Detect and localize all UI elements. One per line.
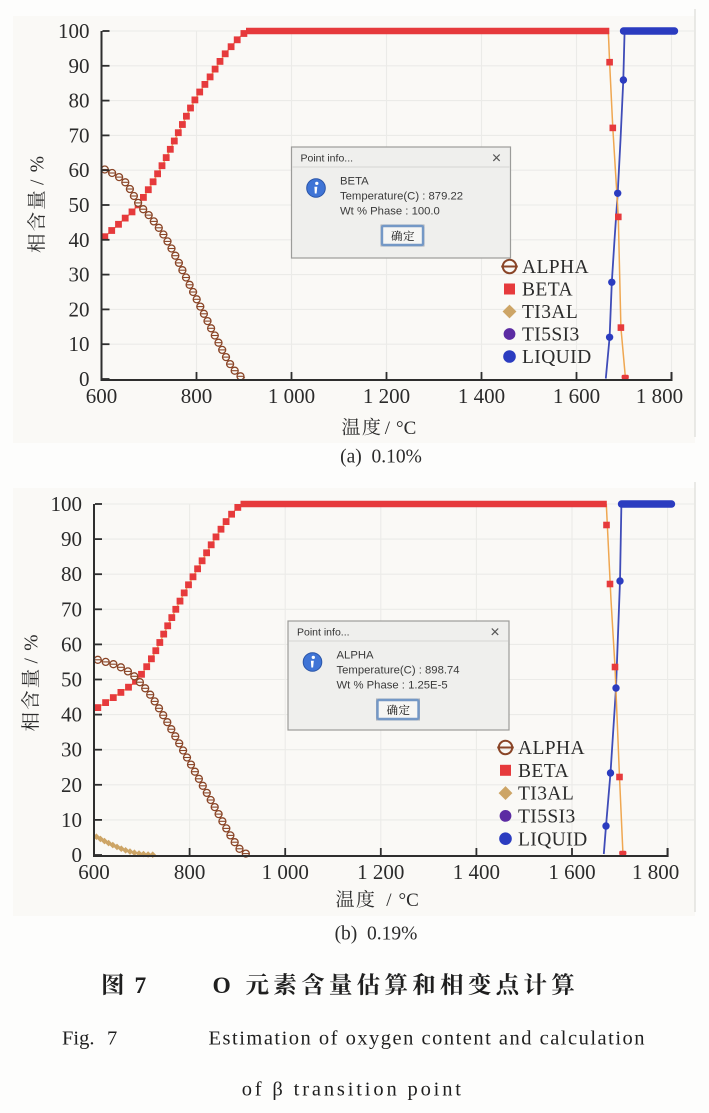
svg-text:60: 60 <box>69 158 90 182</box>
svg-text:BETA: BETA <box>340 176 369 188</box>
svg-text:TI5SI3: TI5SI3 <box>518 807 576 828</box>
svg-text:100: 100 <box>58 19 90 43</box>
svg-text:TI3AL: TI3AL <box>522 302 578 323</box>
svg-text:0: 0 <box>79 367 90 391</box>
svg-text:30: 30 <box>61 738 82 762</box>
svg-text:40: 40 <box>61 703 82 727</box>
svg-text:Estimation of oxygen content a: Estimation of oxygen content and calcula… <box>209 1027 645 1049</box>
svg-text:10: 10 <box>69 332 90 356</box>
svg-text:°C: °C <box>396 418 416 439</box>
svg-text:Wt % Phase : 1.25E-5: Wt % Phase : 1.25E-5 <box>337 680 448 692</box>
svg-text:LIQUID: LIQUID <box>518 829 588 850</box>
svg-text:LIQUID: LIQUID <box>522 347 592 368</box>
svg-text:Wt % Phase : 100.0: Wt % Phase : 100.0 <box>340 206 440 218</box>
svg-text:of β transition point: of β transition point <box>242 1079 462 1101</box>
svg-text:1 000: 1 000 <box>262 860 309 884</box>
svg-text:1 800: 1 800 <box>632 860 679 884</box>
svg-text:100: 100 <box>51 492 83 516</box>
svg-text:(a) 0.10%: (a) 0.10% <box>340 447 422 468</box>
svg-text:1 000: 1 000 <box>268 384 315 408</box>
svg-text:°C: °C <box>399 890 419 911</box>
svg-text:7: 7 <box>107 1027 117 1049</box>
svg-text:1 200: 1 200 <box>363 384 410 408</box>
svg-text:BETA: BETA <box>518 761 569 782</box>
svg-text:O: O <box>213 973 231 999</box>
svg-text:0: 0 <box>72 843 83 867</box>
svg-text:Fig.: Fig. <box>62 1027 94 1049</box>
svg-text:1 800: 1 800 <box>636 384 683 408</box>
svg-text:70: 70 <box>61 597 82 621</box>
svg-text:90: 90 <box>69 54 90 78</box>
svg-text:50: 50 <box>61 668 82 692</box>
svg-text:800: 800 <box>174 860 206 884</box>
svg-text:50: 50 <box>69 193 90 217</box>
svg-text:600: 600 <box>78 860 110 884</box>
svg-text:80: 80 <box>69 89 90 113</box>
svg-text:1 400: 1 400 <box>453 860 500 884</box>
svg-text:/: / <box>386 890 392 911</box>
svg-text:ALPHA: ALPHA <box>518 738 585 759</box>
svg-text:800: 800 <box>181 384 213 408</box>
svg-text:TI3AL: TI3AL <box>518 784 574 805</box>
svg-text:40: 40 <box>69 228 90 252</box>
svg-text:1 400: 1 400 <box>458 384 505 408</box>
svg-text:80: 80 <box>61 562 82 586</box>
svg-text:/ %: / % <box>28 155 49 185</box>
svg-text:60: 60 <box>61 632 82 656</box>
svg-text:7: 7 <box>135 973 147 999</box>
svg-text:ALPHA: ALPHA <box>337 650 375 662</box>
svg-text:30: 30 <box>69 263 90 287</box>
svg-text:/ %: / % <box>22 633 43 663</box>
svg-text:1 600: 1 600 <box>548 860 595 884</box>
svg-text:Temperature(C) : 879.22: Temperature(C) : 879.22 <box>340 191 463 203</box>
svg-text:90: 90 <box>61 527 82 551</box>
svg-text:1 200: 1 200 <box>357 860 404 884</box>
svg-text:TI5SI3: TI5SI3 <box>522 325 580 346</box>
svg-text:Point info...: Point info... <box>301 153 354 165</box>
svg-text:Point info...: Point info... <box>297 627 350 639</box>
svg-text:ALPHA: ALPHA <box>522 257 589 278</box>
svg-text:/: / <box>385 418 391 439</box>
svg-text:600: 600 <box>86 384 118 408</box>
svg-text:20: 20 <box>61 773 82 797</box>
svg-text:BETA: BETA <box>522 280 573 301</box>
svg-text:Temperature(C) : 898.74: Temperature(C) : 898.74 <box>337 665 460 677</box>
svg-text:1 600: 1 600 <box>553 384 600 408</box>
svg-text:10: 10 <box>61 808 82 832</box>
svg-text:20: 20 <box>69 297 90 321</box>
svg-text:(b) 0.19%: (b) 0.19% <box>335 924 418 945</box>
svg-text:70: 70 <box>69 123 90 147</box>
